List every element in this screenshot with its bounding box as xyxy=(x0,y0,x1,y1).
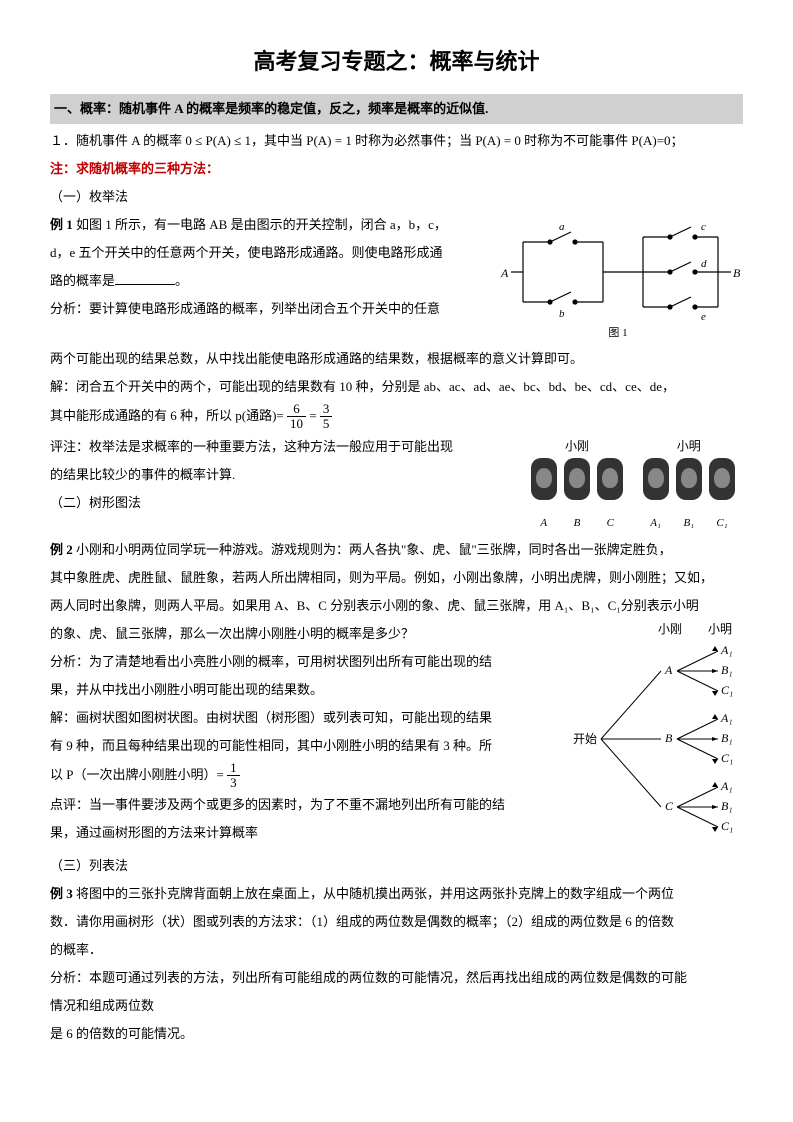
section-header-1: 一、概率：随机事件 A 的概率是频率的稳定值，反之，频率是概率的近似值. xyxy=(50,94,743,124)
eg2-line1: 例 2 小刚和小明两位同学玩一种游戏。游戏规则为：两人各执"象、虎、鼠"三张牌，… xyxy=(50,537,743,563)
eg1-l7a: 其中能形成通路的有 6 种，所以 p(通路)= xyxy=(50,408,284,423)
tree-leaf: B₁ xyxy=(721,731,733,745)
eg3-line1: 例 3 将图中的三张扑克牌背面朝上放在桌面上，从中随机摸出两张，并用这两张扑克牌… xyxy=(50,881,743,907)
cards-left: 小刚 A B C xyxy=(529,434,626,535)
eg2-label: 例 2 xyxy=(50,542,73,557)
cards-left-label: 小刚 xyxy=(529,434,626,458)
cards-figure: 小刚 A B C 小明 A₁ B₁ C₁ xyxy=(523,434,743,535)
label-d: d xyxy=(701,258,707,270)
card-sub: B xyxy=(562,512,592,534)
tree-mid-C: C xyxy=(665,799,674,813)
card-sub: B₁ xyxy=(674,512,704,534)
card-icon xyxy=(643,458,669,500)
card-icon xyxy=(531,458,557,500)
tree-leaf: C₁ xyxy=(721,819,733,833)
card-icon xyxy=(676,458,702,500)
note-header: 注：求随机概率的三种方法： xyxy=(50,156,743,182)
tree-leaf: C₁ xyxy=(721,751,733,765)
line-1: １．随机事件 A 的概率 0 ≤ P(A) ≤ 1，其中当 P(A) = 1 时… xyxy=(50,128,743,154)
method-3: （三）列表法 xyxy=(50,853,743,879)
tree-leaf: A₁ xyxy=(720,643,733,657)
tree-figure: 小刚 小明 开始 A B C A₁ B₁ C₁ A₁ B₁ C₁ xyxy=(573,621,743,851)
card-icon xyxy=(709,458,735,500)
tree-col-right: 小明 xyxy=(708,622,732,636)
frac-1-3: 13 xyxy=(227,761,240,791)
eg1-l3b: 。 xyxy=(175,273,188,288)
card-sub: A₁ xyxy=(641,512,671,534)
card-sub: C₁ xyxy=(707,512,737,534)
eg1-l1-text: 如图 1 所示，有一电路 AB 是由图示的开关控制，闭合 a，b，c， xyxy=(73,217,447,232)
label-e: e xyxy=(701,311,706,322)
eg3-l1-text: 将图中的三张扑克牌背面朝上放在桌面上，从中随机摸出两张，并用这两张扑克牌上的数字… xyxy=(73,886,674,901)
circuit-diagram: A a b c xyxy=(493,212,743,322)
label-B: B xyxy=(733,266,741,280)
eg3-line5: 情况和组成两位数 xyxy=(50,993,743,1019)
card-sub: A xyxy=(529,512,559,534)
eg1-line6: 解：闭合五个开关中的两个，可能出现的结果数有 10 种，分别是 ab、ac、ad… xyxy=(50,374,743,400)
tree-mid-A: A xyxy=(664,663,673,677)
card-icon xyxy=(597,458,623,500)
frac-num: 3 xyxy=(320,402,333,417)
figure-1: A a b c xyxy=(493,212,743,344)
method-1: （一）枚举法 xyxy=(50,184,743,210)
eg1-label: 例 1 xyxy=(50,217,73,232)
cards-right-label: 小明 xyxy=(641,434,738,458)
tree-leaf: B₁ xyxy=(721,663,733,677)
label-A: A xyxy=(500,266,509,280)
frac-num: 6 xyxy=(287,402,306,417)
figure-1-caption: 图 1 xyxy=(493,322,743,344)
blank-answer xyxy=(115,270,175,285)
tree-leaf: B₁ xyxy=(721,799,733,813)
eg2-l9a: 以 P（一次出牌小刚胜小明）= xyxy=(50,766,224,781)
eg2-line3: 两人同时出象牌，则两人平局。如果用 A、B、C 分别表示小刚的象、虎、鼠三张牌，… xyxy=(50,593,743,619)
eg3-line4: 分析：本题可通过列表的方法，列出所有可能组成的两位数的可能情况，然后再找出组成的… xyxy=(50,965,743,991)
frac-den: 3 xyxy=(227,776,240,790)
eg1-line7: 其中能形成通路的有 6 种，所以 p(通路)= 610 = 35 xyxy=(50,402,743,432)
frac-den: 10 xyxy=(287,417,306,431)
label-c: c xyxy=(701,221,706,233)
frac-6-10: 610 xyxy=(287,402,306,432)
tree-diagram: 小刚 小明 开始 A B C A₁ B₁ C₁ A₁ B₁ C₁ xyxy=(573,621,743,851)
eg3-line2: 数．请你用画树形（状）图或列表的方法求：（1）组成的两位数是偶数的概率；（2）组… xyxy=(50,909,743,935)
page-title: 高考复习专题之：概率与统计 xyxy=(50,40,743,84)
eg3-label: 例 3 xyxy=(50,886,73,901)
frac-den: 5 xyxy=(320,417,333,431)
frac-3-5: 35 xyxy=(320,402,333,432)
tree-leaf: A₁ xyxy=(720,779,733,793)
eg1-line5: 两个可能出现的结果总数，从中找出能使电路形成通路的结果数，根据概率的意义计算即可… xyxy=(50,346,743,372)
eg2-l1-text: 小刚和小明两位同学玩一种游戏。游戏规则为：两人各执"象、虎、鼠"三张牌，同时各出… xyxy=(73,542,672,557)
frac-num: 1 xyxy=(227,761,240,776)
tree-leaf: A₁ xyxy=(720,711,733,725)
tree-leaf: C₁ xyxy=(721,683,733,697)
label-a: a xyxy=(559,221,565,233)
eg2-line2: 其中象胜虎、虎胜鼠、鼠胜象，若两人所出牌相同，则为平局。例如，小刚出象牌，小明出… xyxy=(50,565,743,591)
label-b: b xyxy=(559,308,565,320)
card-sub: C xyxy=(595,512,625,534)
eg1-l3a: 路的概率是 xyxy=(50,273,115,288)
eg3-line3: 的概率． xyxy=(50,937,743,963)
cards-right: 小明 A₁ B₁ C₁ xyxy=(641,434,738,535)
eg3-line6: 是 6 的倍数的可能情况。 xyxy=(50,1021,743,1047)
card-icon xyxy=(564,458,590,500)
tree-mid-B: B xyxy=(665,731,673,745)
tree-col-left: 小刚 xyxy=(658,622,682,636)
tree-start: 开始 xyxy=(573,732,597,746)
